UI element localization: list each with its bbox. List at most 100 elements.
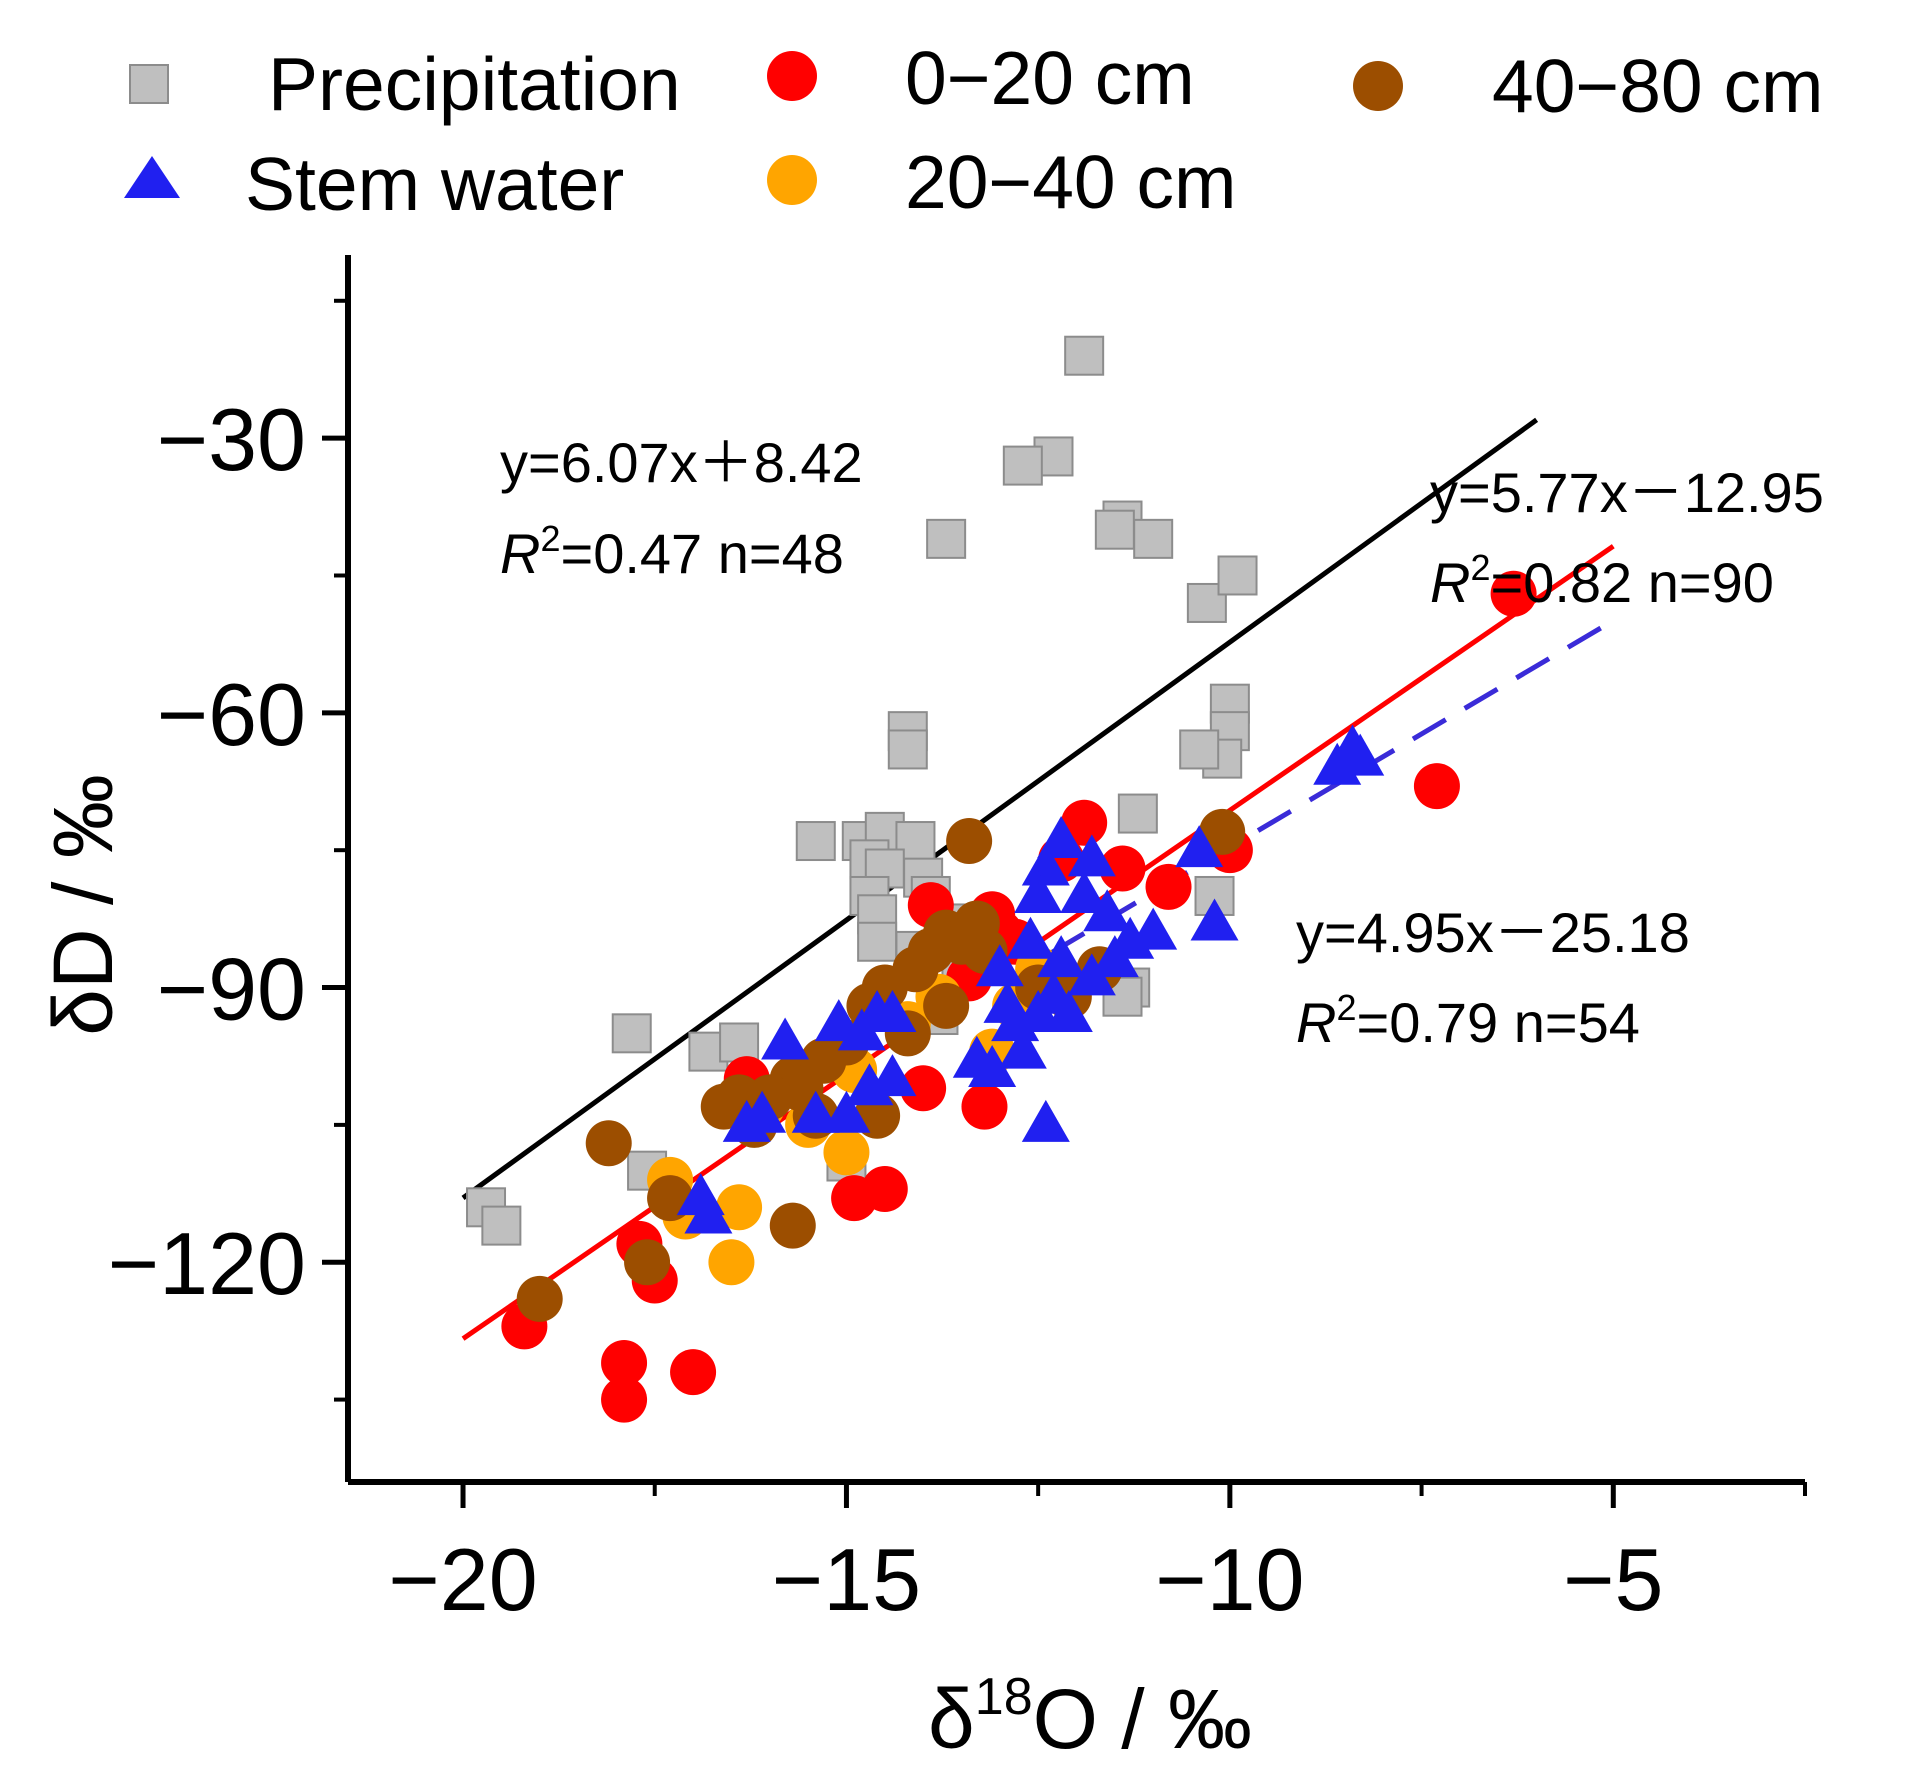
fit-line-1 xyxy=(461,417,1539,1200)
data-point xyxy=(708,1239,755,1286)
data-point xyxy=(1061,799,1108,846)
data-point xyxy=(716,1184,763,1231)
data-point xyxy=(601,1339,648,1386)
axes: −20 −15 −10 −5 −30 −60 −90 −120 xyxy=(108,255,1807,1629)
x-tick-label: −20 xyxy=(388,1530,537,1629)
fit-stem-equation: y=4.95x－25.18 xyxy=(1296,901,1690,964)
data-point xyxy=(1199,808,1246,855)
data-point xyxy=(769,1202,816,1249)
data-point xyxy=(926,518,967,559)
data-point xyxy=(1094,509,1135,550)
legend-label-0-20cm: 0−20 cm xyxy=(905,36,1195,120)
data-point xyxy=(1490,570,1537,617)
fit-annotations: y=6.07x＋8.42 R2=0.47 n=48 y=5.77x－12.95 … xyxy=(500,431,1824,1054)
fit-precipitation-r2: R2=0.47 n=48 xyxy=(500,518,844,585)
data-point xyxy=(857,921,898,962)
data-point xyxy=(585,1120,632,1167)
data-point xyxy=(1083,889,1132,932)
x-tick-label: −10 xyxy=(1155,1530,1304,1629)
data-point xyxy=(1037,816,1086,859)
r2-sup: 2 xyxy=(1336,987,1356,1028)
data-point xyxy=(822,1090,871,1133)
y-tick-label: −60 xyxy=(157,665,306,764)
legend-marker-precipitation xyxy=(129,64,169,104)
data-point xyxy=(1090,935,1139,978)
y-tick-label: −120 xyxy=(108,1214,306,1313)
data-point xyxy=(900,1065,947,1112)
data-point xyxy=(952,1035,1001,1078)
data-point xyxy=(975,944,1024,987)
data-point xyxy=(684,1191,733,1234)
data-point xyxy=(761,1017,810,1060)
x-axis-title-suffix: O / ‰ xyxy=(1033,1672,1252,1766)
data-point xyxy=(1190,898,1239,941)
data-point xyxy=(1117,793,1158,834)
legend-label-precipitation: Precipitation xyxy=(268,42,681,126)
data-point xyxy=(1145,863,1192,910)
fit-stem-r2-value: =0.79 n=54 xyxy=(1356,991,1639,1054)
legend: Precipitation 0−20 cm 40−80 cm Stem wate… xyxy=(124,36,1823,226)
data-point xyxy=(611,1013,652,1054)
data-point xyxy=(624,1239,671,1286)
data-point xyxy=(946,818,993,865)
legend-marker-20-40cm xyxy=(767,155,817,205)
x-tick-label: −15 xyxy=(772,1530,921,1629)
data-point xyxy=(1064,335,1105,376)
data-point xyxy=(814,999,863,1042)
data-point xyxy=(1037,935,1086,978)
data-point xyxy=(998,1026,1047,1069)
r2-symbol: R xyxy=(1296,991,1336,1054)
data-point xyxy=(983,980,1032,1023)
fit-precipitation-r2-value: =0.47 n=48 xyxy=(560,522,843,585)
data-point xyxy=(1175,825,1224,868)
r2-sup: 2 xyxy=(540,518,560,559)
data-point xyxy=(868,1054,917,1097)
x-axis-title: δ18O / ‰ xyxy=(928,1668,1252,1766)
series-stem-water xyxy=(676,724,1385,1234)
x-axis-title-sup: 18 xyxy=(975,1668,1033,1726)
data-point xyxy=(823,1129,870,1176)
legend-label-40-80cm: 40−80 cm xyxy=(1492,44,1823,128)
r2-symbol: R xyxy=(500,522,540,585)
legend-marker-40-80cm xyxy=(1353,61,1403,111)
data-point xyxy=(887,729,928,770)
legend-marker-0-20cm xyxy=(767,51,817,101)
data-point xyxy=(1413,763,1460,810)
fit-stem-r2: R2=0.79 n=54 xyxy=(1296,987,1640,1054)
data-point xyxy=(1067,834,1116,877)
data-point xyxy=(719,1022,760,1063)
data-point xyxy=(1006,916,1055,959)
data-point xyxy=(861,1165,908,1212)
data-point xyxy=(481,1205,522,1246)
r2-symbol: R xyxy=(1430,551,1470,614)
fit-soil-equation: y=5.77x－12.95 xyxy=(1430,461,1824,524)
data-points xyxy=(466,335,1537,1423)
y-tick-label: −30 xyxy=(157,390,306,489)
data-point xyxy=(1217,555,1258,596)
data-point xyxy=(1060,870,1109,913)
legend-label-stem-water: Stem water xyxy=(245,142,624,226)
x-tick-label: −5 xyxy=(1563,1530,1663,1629)
data-point xyxy=(1044,990,1093,1033)
data-point xyxy=(516,1275,563,1322)
fit-precipitation-equation: y=6.07x＋8.42 xyxy=(500,431,863,494)
data-point xyxy=(1021,843,1070,886)
fit-soil-r2-value: =0.82 n=90 xyxy=(1490,551,1773,614)
y-axis-title: δD / ‰ xyxy=(36,774,130,1035)
legend-label-20-40cm: 20−40 cm xyxy=(905,140,1236,224)
legend-marker-stem-water xyxy=(124,156,180,198)
data-point xyxy=(1336,733,1385,776)
data-point xyxy=(670,1349,717,1396)
data-point xyxy=(1021,1099,1070,1142)
data-point xyxy=(722,1099,771,1142)
data-point xyxy=(1179,729,1220,770)
data-point xyxy=(601,1376,648,1423)
r2-sup: 2 xyxy=(1470,547,1490,588)
data-point xyxy=(791,1090,840,1133)
y-tick-label: −90 xyxy=(157,940,306,1039)
data-point xyxy=(1067,953,1116,996)
data-point xyxy=(795,821,836,862)
data-point xyxy=(1194,875,1235,916)
